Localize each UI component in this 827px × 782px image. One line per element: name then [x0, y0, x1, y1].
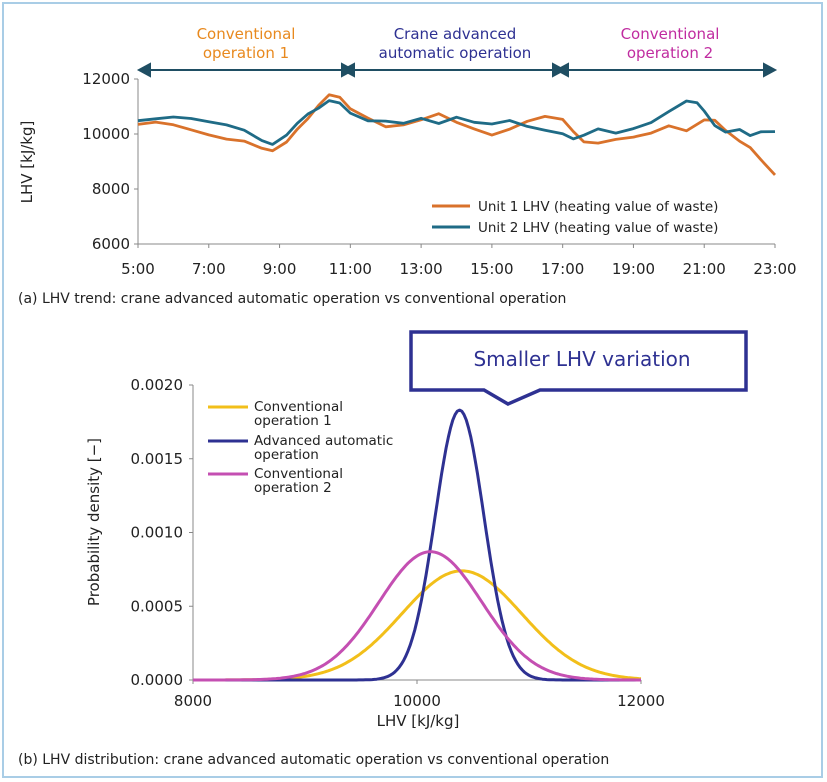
lhv-trend-xtick-label: 11:00 [329, 260, 372, 278]
callout-box [409, 330, 748, 406]
series-conv2-density-curve [193, 550, 641, 682]
lhv-trend-xtick-label: 13:00 [399, 260, 442, 278]
lhv-dist-ytick-label: 0.0020 [131, 376, 184, 394]
lhv-distribution-chart: Smaller LHV variation 0.0020 0.0015 0.0010… [18, 330, 748, 768]
lhv-dist-ytick-label: 0.0010 [131, 524, 184, 542]
lhv-dist-ytick-label: 0.0000 [131, 671, 184, 689]
legend-unit2-label: Unit 2 LHV (heating value of waste) [478, 220, 718, 236]
period-arrow-2-left-head [340, 62, 355, 78]
series-unit1-lhv-line [137, 93, 777, 176]
lhv-trend-xtick-label: 7:00 [192, 260, 226, 278]
period-arrow-3-right-head [763, 62, 778, 78]
lhv-trend-ytick-label: 10000 [82, 125, 130, 143]
lhv-trend-xtick-label: 17:00 [541, 260, 584, 278]
lhv-trend-xtick-label: 5:00 [121, 260, 155, 278]
lhv-dist-y-axis-label: Probability density [−] [85, 438, 103, 606]
lhv-trend-ytick-label: 6000 [92, 235, 130, 253]
lhv-dist-xtick-label: 8000 [174, 692, 212, 710]
legend-conv1-label-line2: operation 1 [254, 413, 332, 429]
lhv-dist-xtick-label: 10000 [393, 692, 441, 710]
period-label-2-line2: automatic operation [379, 44, 532, 62]
legend-advanced-label-line2: operation [254, 447, 319, 463]
lhv-trend-xtick-label: 23:00 [753, 260, 796, 278]
period-arrow-1-left-head [136, 62, 151, 78]
legend-conv2-label-line2: operation 2 [254, 480, 332, 496]
lhv-dist-xtick-label: 12000 [617, 692, 665, 710]
legend-conv2-label-line1: Conventional [254, 466, 343, 482]
period-arrows [136, 62, 778, 78]
lhv-trend-y-axis-label: LHV [kJ/kg] [18, 121, 36, 204]
lhv-dist-x-axis-label: LHV [kJ/kg] [377, 712, 460, 730]
legend-advanced-label-line1: Advanced automatic [254, 433, 393, 449]
legend-unit1-label: Unit 1 LHV (heating value of waste) [478, 199, 718, 215]
lhv-trend-ytick-label: 12000 [82, 70, 130, 88]
lhv-trend-xtick-label: 21:00 [683, 260, 726, 278]
caption-a: (a) LHV trend: crane advanced automatic … [18, 291, 566, 307]
lhv-trend-xtick-label: 15:00 [470, 260, 513, 278]
lhv-trend-chart: Conventional operation 1 Crane advanced … [18, 25, 797, 307]
period-label-1-line2: operation 1 [203, 44, 289, 62]
callout-text: Smaller LHV variation [473, 347, 690, 371]
lhv-trend-xtick-label: 19:00 [612, 260, 655, 278]
series-unit2-lhv-line [137, 99, 776, 146]
lhv-dist-ytick-label: 0.0005 [131, 597, 184, 615]
lhv-trend-xtick-label: 9:00 [263, 260, 297, 278]
period-arrow-3-left-head [554, 62, 569, 78]
period-label-1-line1: Conventional [197, 25, 296, 43]
legend-conv1-label-line1: Conventional [254, 399, 343, 415]
period-label-3-line1: Conventional [621, 25, 720, 43]
period-label-2-line1: Crane advanced [394, 25, 517, 43]
period-label-3-line2: operation 2 [627, 44, 713, 62]
caption-b: (b) LHV distribution: crane advanced aut… [18, 752, 609, 768]
lhv-dist-ytick-label: 0.0015 [131, 450, 184, 468]
lhv-trend-ytick-label: 8000 [92, 180, 130, 198]
